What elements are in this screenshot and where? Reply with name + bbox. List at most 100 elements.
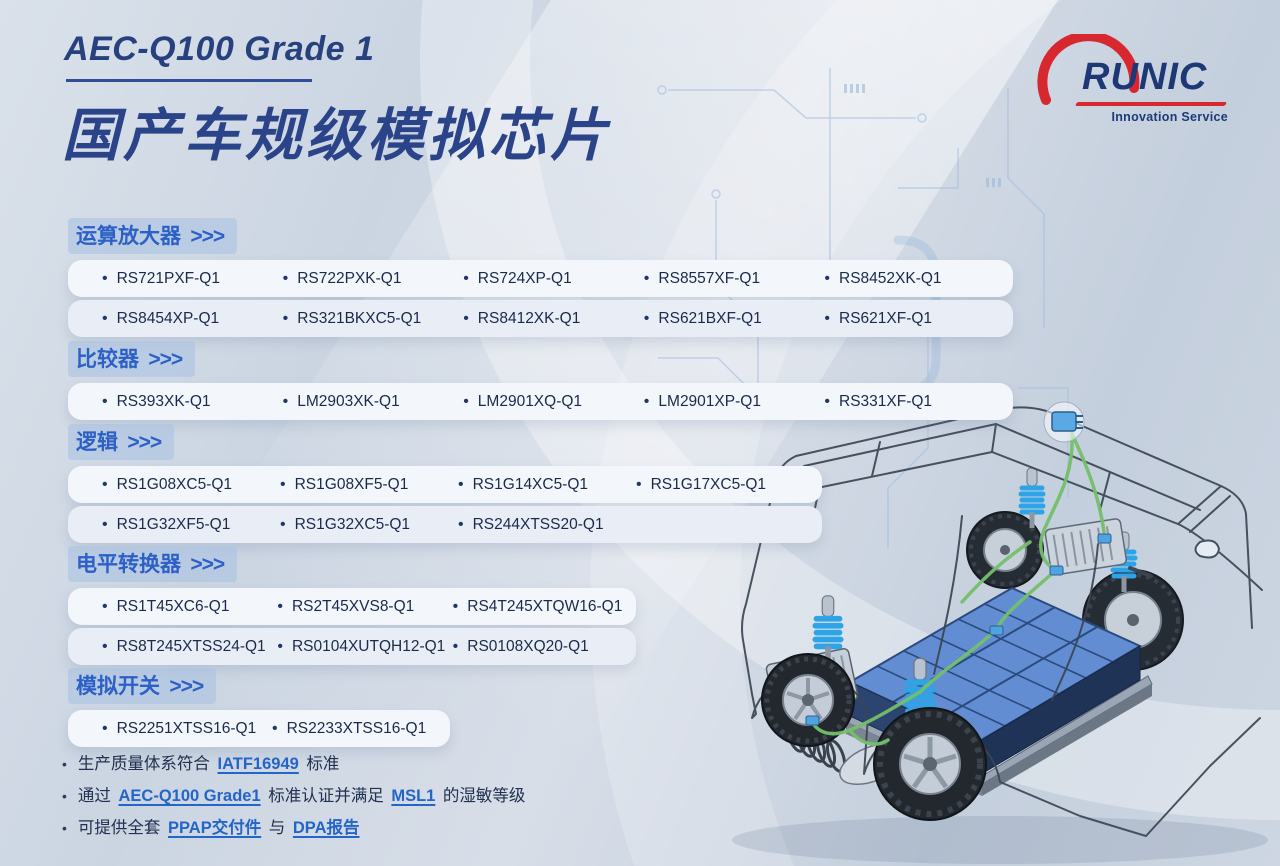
bullet-icon: • <box>458 475 464 493</box>
part-number-item: • RS0108XQ20-Q1 <box>453 638 628 656</box>
part-number-item: • RS1T45XC6-Q1 <box>102 598 277 616</box>
bullet-icon: • <box>452 637 459 655</box>
bullet-icon: • <box>643 392 650 410</box>
section-op-amps: 运算放大器 >>> • RS721PXF-Q1 • RS722PXK-Q1 • RS724… <box>68 218 1013 337</box>
part-number-label: RS244XTSS20-Q1 <box>472 515 604 533</box>
chevrons-icon: >>> <box>169 675 204 698</box>
emphasized-link-text: PPAP交付件 <box>168 819 262 837</box>
footer-note: • 通过 AEC-Q100 Grade1 标准认证并满足 MSL1 的湿敏等级 <box>62 785 525 808</box>
part-number-item: • RS2251XTSS16-Q1 <box>102 720 272 738</box>
part-number-item: • RS331XF-Q1 <box>824 393 1005 411</box>
emphasized-link-text: MSL1 <box>391 787 436 805</box>
section-header: 电平转换器 >>> <box>68 546 237 582</box>
part-number-label: RS1G32XC5-Q1 <box>294 515 411 533</box>
section-header: 比较器 >>> <box>68 341 195 377</box>
car-ground-shadow <box>732 816 1268 864</box>
part-number-item: • RS724XP-Q1 <box>463 270 644 288</box>
part-list-row: • RS1T45XC6-Q1 • RS2T45XVS8-Q1 • RS4T245XTQW1… <box>68 588 636 625</box>
part-list-row: • RS2251XTSS16-Q1 • RS2233XTSS16-Q1 <box>68 710 450 747</box>
bullet-icon: • <box>277 637 283 655</box>
part-number-item: • RS8412XK-Q1 <box>463 310 644 328</box>
section-comparators: 比较器 >>> • RS393XK-Q1 • LM2903XK-Q1 • LM2901XQ… <box>68 341 1013 420</box>
part-number-label: RS8T245XTSS24-Q1 <box>116 637 266 655</box>
bullet-icon: • <box>636 475 642 493</box>
part-number-item: • RS393XK-Q1 <box>102 393 283 411</box>
part-number-item: • RS1G32XC5-Q1 <box>280 516 458 534</box>
emphasized-link-text: IATF16949 <box>217 755 299 773</box>
part-number-label: RS621XF-Q1 <box>839 309 933 327</box>
bullet-icon: • <box>102 309 108 327</box>
footer-plain-text: 与 <box>264 819 290 837</box>
bullet-icon: • <box>824 392 830 410</box>
part-number-label: RS1G08XC5-Q1 <box>116 475 233 493</box>
logo-tagline: Innovation Service <box>1111 110 1228 124</box>
section-logic: 逻辑 >>> • RS1G08XC5-Q1 • RS1G08XF5-Q1 • RS1G14… <box>68 424 822 543</box>
section-analog-switches: 模拟开关 >>> • RS2251XTSS16-Q1 • RS2233XTSS16-Q… <box>68 668 450 747</box>
part-number-label: RS621BXF-Q1 <box>658 309 762 327</box>
part-number-item: • RS721PXF-Q1 <box>102 270 283 288</box>
emphasized-link-text: DPA报告 <box>292 819 360 837</box>
runic-logo: RUNIC Innovation Service <box>1030 34 1230 124</box>
bullet-icon: • <box>280 515 286 533</box>
bullet-icon: • <box>102 515 108 533</box>
bullet-icon: • <box>277 597 283 615</box>
bullet-icon: • <box>452 597 459 615</box>
part-number-item: • RS8452XK-Q1 <box>824 270 1005 288</box>
chevrons-icon: >>> <box>148 348 183 371</box>
part-number-item: • RS621XF-Q1 <box>824 310 1005 328</box>
part-number-label: RS1G32XF5-Q1 <box>116 515 231 533</box>
part-number-label: LM2901XQ-Q1 <box>477 392 583 410</box>
footer-note-text: 通过 AEC-Q100 Grade1 标准认证并满足 MSL1 的湿敏等级 <box>78 785 526 808</box>
section-title: 电平转换器 <box>76 553 181 576</box>
part-number-item: • RS244XTSS20-Q1 <box>458 516 636 534</box>
footer-plain-text: 的湿敏等级 <box>438 787 526 805</box>
part-number-item: • RS722PXK-Q1 <box>283 270 464 288</box>
section-title: 运算放大器 <box>76 225 181 248</box>
bullet-icon: • <box>102 475 108 493</box>
part-number-label: RS2T45XVS8-Q1 <box>291 597 415 615</box>
part-number-label: LM2901XP-Q1 <box>658 392 761 410</box>
part-number-item: • RS8454XP-Q1 <box>102 310 283 328</box>
bullet-icon: • <box>62 756 67 772</box>
part-number-label: RS8454XP-Q1 <box>116 309 220 327</box>
footer-plain-text: 可提供全套 <box>77 819 165 837</box>
bullet-icon: • <box>102 719 108 737</box>
footer-note: • 可提供全套 PPAP交付件 与 DPA报告 <box>62 817 525 840</box>
section-header: 模拟开关 >>> <box>68 668 216 704</box>
part-number-label: RS0108XQ20-Q1 <box>467 637 589 655</box>
part-number-label: RS4T245XTQW16-Q1 <box>467 597 623 615</box>
bullet-icon: • <box>824 309 830 327</box>
footer-plain-text: 标准 <box>301 755 340 773</box>
part-number-item: • RS0104XUTQH12-Q1 <box>277 638 452 656</box>
part-number-label: RS8412XK-Q1 <box>477 309 581 327</box>
part-number-item: • LM2903XK-Q1 <box>283 393 464 411</box>
bullet-icon: • <box>282 309 289 327</box>
bullet-icon: • <box>463 269 469 287</box>
section-title: 逻辑 <box>76 431 118 454</box>
part-number-item: • RS2233XTSS16-Q1 <box>272 720 442 738</box>
part-list-row: • RS721PXF-Q1 • RS722PXK-Q1 • RS724XP-Q1 • RS85… <box>68 260 1013 297</box>
part-list-row: • RS1G08XC5-Q1 • RS1G08XF5-Q1 • RS1G14XC5-Q1 •… <box>68 466 822 503</box>
part-number-label: RS393XK-Q1 <box>116 392 211 410</box>
part-list-row: • RS8454XP-Q1 • RS321BKXC5-Q1 • RS8412XK-Q1 • R… <box>68 300 1013 337</box>
emphasized-link-text: AEC-Q100 Grade1 <box>118 787 261 805</box>
part-number-item: • RS8557XF-Q1 <box>644 270 825 288</box>
badge-underline <box>66 79 312 82</box>
part-number-label: RS1G08XF5-Q1 <box>294 475 409 493</box>
bullet-icon: • <box>643 269 650 287</box>
part-list-row: • RS1G32XF5-Q1 • RS1G32XC5-Q1 • RS244XTSS20-Q… <box>68 506 822 543</box>
part-number-item: • LM2901XP-Q1 <box>644 393 825 411</box>
part-number-label: RS722PXK-Q1 <box>297 269 402 287</box>
logo-underline <box>1074 102 1228 106</box>
footer-note-text: 生产质量体系符合 IATF16949 标准 <box>78 753 340 776</box>
part-number-item: • RS1G08XC5-Q1 <box>102 476 280 494</box>
bullet-icon: • <box>272 719 278 737</box>
chevrons-icon: >>> <box>190 225 225 248</box>
grade-badge-title: AEC-Q100 Grade 1 <box>64 30 375 68</box>
part-number-label: LM2903XK-Q1 <box>297 392 400 410</box>
footer-plain-text: 标准认证并满足 <box>263 787 389 805</box>
footer-plain-text: 生产质量体系符合 <box>77 755 215 773</box>
part-number-label: RS331XF-Q1 <box>839 392 933 410</box>
part-number-item: • RS1G08XF5-Q1 <box>280 476 458 494</box>
